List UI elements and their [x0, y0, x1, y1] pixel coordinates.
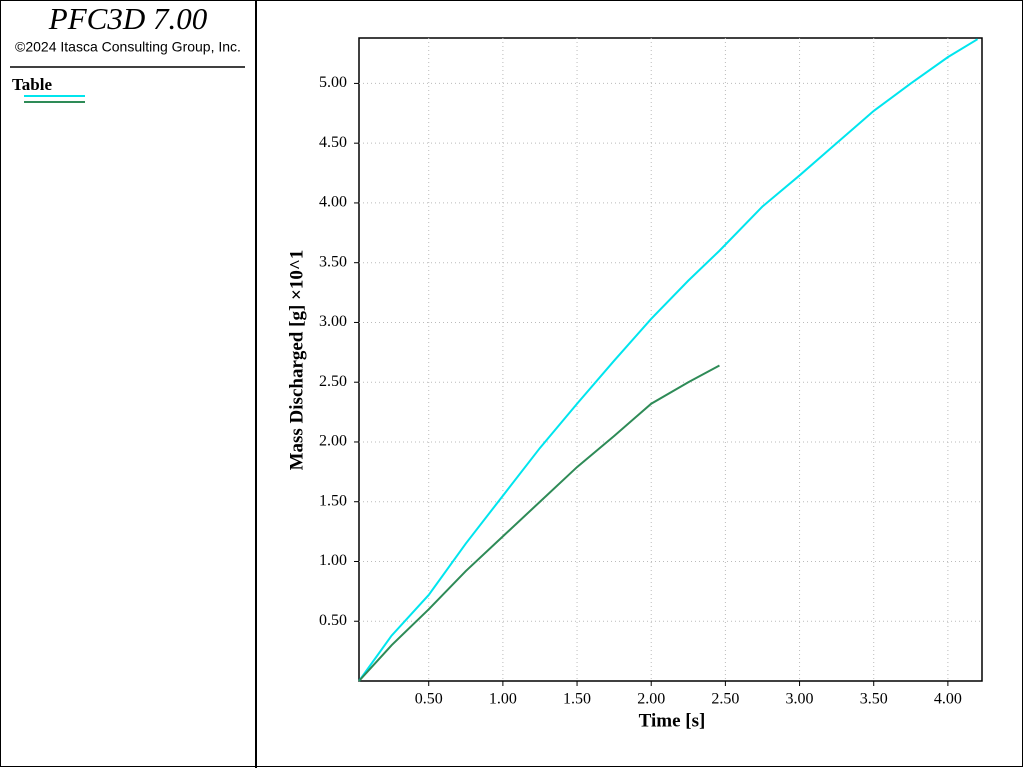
- y-tick-label: 1.50: [319, 492, 347, 509]
- y-tick-label: 1.00: [319, 552, 347, 569]
- legend-title: Table: [12, 75, 52, 94]
- plot: 0.50 1.00 1.50 2.00 2.50 3.00 3.50 4.00 4.50 5.00…: [319, 38, 982, 708]
- plot-frame: [358, 37, 983, 682]
- data-line: [358, 364, 720, 682]
- y-tick-label: 5.00: [319, 74, 347, 91]
- x-axis-label: Time [s]: [639, 710, 706, 731]
- x-tick-label: 3.50: [860, 691, 888, 708]
- x-tick-label: 4.00: [934, 691, 962, 708]
- x-tick-label: 1.50: [563, 691, 591, 708]
- x-tick-label: 3.00: [786, 691, 814, 708]
- y-tick-label: 3.00: [319, 313, 347, 330]
- legend: [24, 95, 85, 103]
- data-line: [358, 38, 979, 682]
- y-axis-label: Mass Discharged [g] ×10^1: [286, 250, 307, 471]
- app-title: PFC3D 7.00: [48, 1, 208, 36]
- x-tick-label: 0.50: [415, 691, 443, 708]
- copyright: ©2024 Itasca Consulting Group, Inc.: [15, 39, 241, 55]
- y-tick-label: 3.50: [319, 253, 347, 270]
- y-tick-label: 4.00: [319, 194, 347, 211]
- y-tick-label: 2.50: [319, 373, 347, 390]
- x-tick-label: 2.50: [711, 691, 739, 708]
- x-tick-label: 2.00: [637, 691, 665, 708]
- x-tick-label: 1.00: [489, 691, 517, 708]
- y-tick-label: 0.50: [319, 612, 347, 629]
- y-tick-label: 4.50: [319, 134, 347, 151]
- y-tick-label: 2.00: [319, 433, 347, 450]
